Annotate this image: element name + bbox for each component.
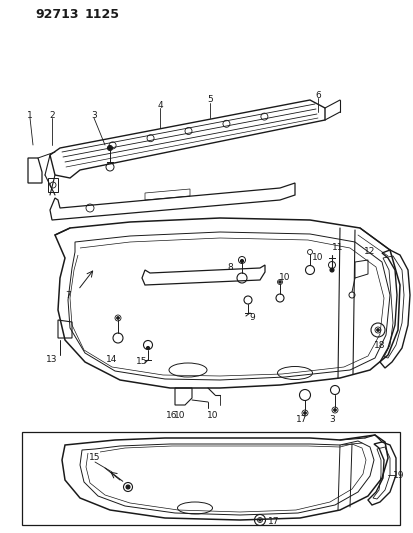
Text: 13: 13: [46, 356, 57, 365]
Circle shape: [259, 519, 260, 521]
Text: 16: 16: [166, 410, 177, 419]
Text: 10: 10: [174, 410, 185, 419]
Text: 6: 6: [314, 91, 320, 100]
Text: 5: 5: [206, 95, 212, 104]
Text: 19: 19: [392, 471, 404, 480]
Text: 3: 3: [91, 110, 97, 119]
Circle shape: [278, 281, 280, 283]
Text: 1: 1: [27, 110, 33, 119]
Text: 10: 10: [207, 410, 218, 419]
Text: 10: 10: [279, 273, 290, 282]
Circle shape: [240, 260, 243, 262]
Circle shape: [116, 317, 119, 319]
Text: 17: 17: [296, 416, 307, 424]
Text: 7: 7: [65, 290, 71, 300]
Circle shape: [329, 268, 333, 272]
Text: 2: 2: [49, 110, 55, 119]
Text: 15: 15: [89, 454, 100, 463]
Text: 1125: 1125: [85, 7, 120, 20]
Text: 14: 14: [106, 356, 117, 365]
Circle shape: [107, 146, 112, 150]
Text: 12: 12: [363, 247, 375, 256]
Circle shape: [146, 346, 149, 350]
Circle shape: [126, 485, 130, 489]
Text: 17: 17: [267, 518, 279, 527]
Text: 8: 8: [227, 263, 232, 272]
Text: 92713: 92713: [35, 7, 78, 20]
Circle shape: [303, 411, 306, 414]
Circle shape: [376, 329, 378, 332]
Text: 18: 18: [373, 341, 385, 350]
Text: 9: 9: [249, 313, 254, 322]
Circle shape: [333, 409, 335, 411]
Text: 4: 4: [157, 101, 162, 109]
Text: 3: 3: [328, 416, 334, 424]
Text: 10: 10: [311, 254, 323, 262]
Text: 15: 15: [136, 358, 147, 367]
Text: 11: 11: [332, 244, 343, 253]
